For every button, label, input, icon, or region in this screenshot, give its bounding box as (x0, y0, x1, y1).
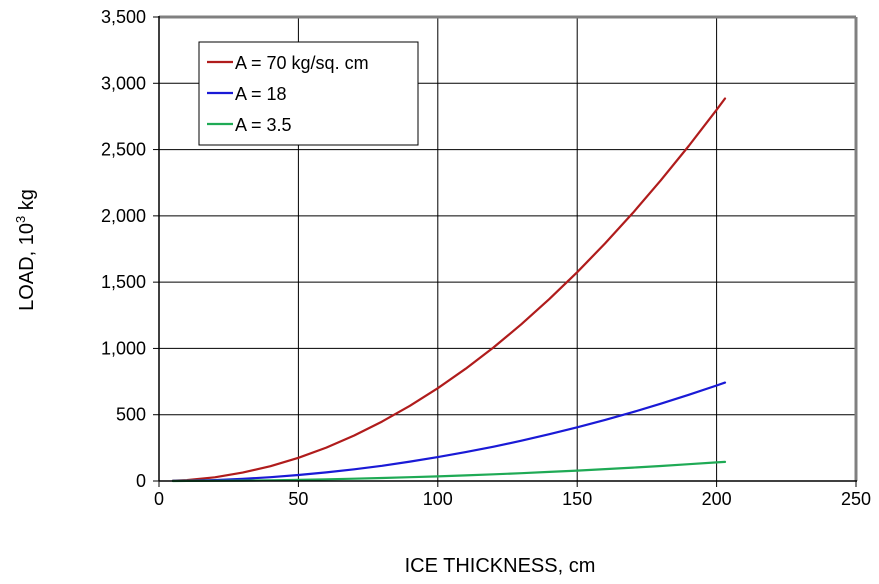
y-axis-label-main: LOAD, 10 (16, 223, 38, 311)
legend-label-3: A = 3.5 (235, 115, 292, 135)
y-tick-label: 3,500 (101, 7, 146, 27)
x-tick-label: 100 (423, 489, 453, 509)
series-line-2 (171, 381, 727, 482)
legend: A = 70 kg/sq. cm A = 18 A = 3.5 (198, 41, 419, 146)
y-axis-label-superscript: 3 (13, 216, 28, 223)
y-tick-label: 1,000 (101, 338, 146, 358)
y-tick-label: 2,000 (101, 206, 146, 226)
y-tick-label: 500 (116, 405, 146, 425)
y-axis-label-unit: kg (16, 189, 38, 216)
x-tick-label: 50 (288, 489, 308, 509)
plot-frame (158, 15, 858, 482)
x-tick-label: 150 (562, 489, 592, 509)
y-axis-label: LOAD, 103 kg (13, 189, 38, 311)
y-tick-label: 2,500 (101, 140, 146, 160)
x-tick-label: 250 (841, 489, 871, 509)
legend-label-2: A = 18 (235, 84, 287, 104)
x-tick-label: 200 (702, 489, 732, 509)
legend-box (198, 41, 419, 146)
legend-label-1: A = 70 kg/sq. cm (235, 53, 369, 73)
series-line-1 (171, 97, 727, 482)
x-axis-label: ICE THICKNESS, cm (405, 555, 596, 577)
y-tick-label: 0 (136, 471, 146, 491)
grid-lines (159, 17, 856, 481)
x-tick-label: 0 (154, 489, 164, 509)
y-tick-label: 1,500 (101, 272, 146, 292)
tick-labels: 0 50 100 150 200 250 0 500 1,000 1,500 2,000 2,500 3… (101, 7, 871, 509)
y-tick-label: 3,000 (101, 73, 146, 93)
